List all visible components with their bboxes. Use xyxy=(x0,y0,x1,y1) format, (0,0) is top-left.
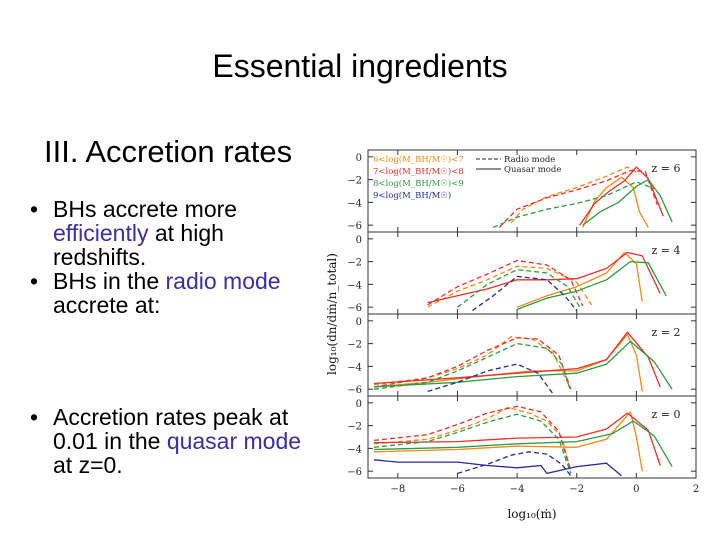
series-line-m9-radio xyxy=(427,363,554,395)
y-tick-label: −2 xyxy=(347,176,362,187)
x-tick-label: −4 xyxy=(510,484,525,495)
bullet-1: • BHs accrete more efficiently at high re… xyxy=(30,197,320,269)
y-tick-label: −2 xyxy=(347,258,362,269)
series-line-m6-quasar xyxy=(582,176,649,228)
y-tick-label: 0 xyxy=(356,399,362,410)
y-tick-label: −6 xyxy=(347,221,362,232)
bullet-2-tail: accrete at: xyxy=(53,292,161,318)
bullet-3: • Accretion rates peak at 0.01 in the qua… xyxy=(30,405,320,477)
legend-mass-entry: 7<log(M_BH/M☉)<8 xyxy=(373,166,464,177)
y-tick-label: −4 xyxy=(347,362,362,373)
bullet-1-highlight: efficiently xyxy=(53,220,149,246)
series-line-m6-radio xyxy=(510,166,640,224)
panel-frame xyxy=(367,395,697,479)
y-tick-label: −4 xyxy=(347,198,362,209)
series-line-m8-radio xyxy=(373,342,572,392)
series-line-m8-radio xyxy=(373,413,572,474)
accretion-rate-figure: 0 −2 −4 −6 z = 6 0 −2 −4 −6 z = 4 0 −2 −4 −6 z = 2 0 −2 −… xyxy=(325,149,699,521)
bullet-dot-icon: • xyxy=(30,196,39,222)
series-line-m8-quasar xyxy=(582,178,673,226)
series-line-m7-quasar xyxy=(427,251,661,304)
bullet-3-text: Accretion rates peak at 0.01 in the xyxy=(53,404,289,454)
bullet-1-tail: at high redshifts. xyxy=(53,220,224,270)
legend-mode-entry: Radio mode xyxy=(504,155,555,165)
series-line-m6-radio xyxy=(373,406,572,472)
series-line-m6-radio xyxy=(427,265,593,308)
series-line-m9-radio xyxy=(472,275,578,312)
legend-mass-entry: 8<log(M_BH/M☉)<9 xyxy=(373,178,464,189)
series-line-m7-radio xyxy=(373,337,572,390)
x-tick-label: −6 xyxy=(450,484,465,495)
panel-label: z = 6 xyxy=(651,162,680,175)
panel-label: z = 0 xyxy=(651,408,680,421)
y-tick-label: −2 xyxy=(347,422,362,433)
bullet-dot-icon: • xyxy=(30,404,39,430)
x-axis-label: log₁₀(ṁ) xyxy=(507,507,556,521)
slide-subtitle: III. Accretion rates xyxy=(44,134,293,169)
y-tick-label: −6 xyxy=(347,303,362,314)
series-line-m9-radio xyxy=(457,451,572,477)
panel-label: z = 2 xyxy=(651,326,680,339)
bullet-2-highlight: radio mode xyxy=(165,268,281,294)
y-tick-label: 0 xyxy=(356,317,362,328)
series-line-m7-radio xyxy=(427,259,584,307)
y-tick-label: −4 xyxy=(347,444,362,455)
bullet-2: • BHs in the radio mode accrete at: xyxy=(30,269,320,317)
y-tick-label: 0 xyxy=(356,235,362,246)
bullet-1-text: BHs accrete more xyxy=(53,196,238,222)
x-tick-label: 0 xyxy=(633,484,639,495)
bullet-3-highlight: quasar mode xyxy=(166,428,302,454)
series-line-m7-radio xyxy=(373,405,572,472)
y-axis-label: log₁₀(dn/dṁ/n_total) xyxy=(325,253,339,375)
series-line-m9-quasar xyxy=(373,459,622,477)
series-line-m8-quasar xyxy=(516,260,667,311)
y-tick-label: 0 xyxy=(356,153,362,164)
bullet-2-text: BHs in the xyxy=(53,268,166,294)
series-line-m6-quasar xyxy=(373,333,643,392)
bullet-list: • BHs accrete more efficiently at high re… xyxy=(30,197,320,477)
x-tick-label: −8 xyxy=(390,484,405,495)
bullet-3-tail: at z=0. xyxy=(53,452,123,478)
series-line-m8-radio xyxy=(457,268,581,308)
series-line-m7-quasar xyxy=(579,166,664,226)
series-line-m8-quasar xyxy=(373,340,673,390)
legend-mode-entry: Quasar mode xyxy=(504,165,561,175)
series-line-m7-radio xyxy=(498,169,658,228)
series-line-m8-radio xyxy=(492,181,655,228)
slide-title: Essential ingredients xyxy=(212,48,508,84)
panel-label: z = 4 xyxy=(651,244,680,257)
legend-mass-entry: 9<log(M_BH/M☉) xyxy=(373,190,451,201)
series-line-m6-quasar xyxy=(373,411,643,472)
x-tick-label: 2 xyxy=(693,484,699,495)
y-tick-label: −4 xyxy=(347,280,362,291)
series-line-m8-quasar xyxy=(373,420,673,467)
bullet-dot-icon: • xyxy=(30,268,39,294)
y-tick-label: −6 xyxy=(347,385,362,396)
y-tick-label: −6 xyxy=(347,467,362,478)
series-line-m7-quasar xyxy=(373,412,661,466)
y-tick-label: −2 xyxy=(347,340,362,351)
series-line-m6-quasar xyxy=(516,251,643,308)
legend-mass-entry: 6<log(M_BH/M☉)<7 xyxy=(373,154,464,165)
x-tick-label: −2 xyxy=(569,484,584,495)
